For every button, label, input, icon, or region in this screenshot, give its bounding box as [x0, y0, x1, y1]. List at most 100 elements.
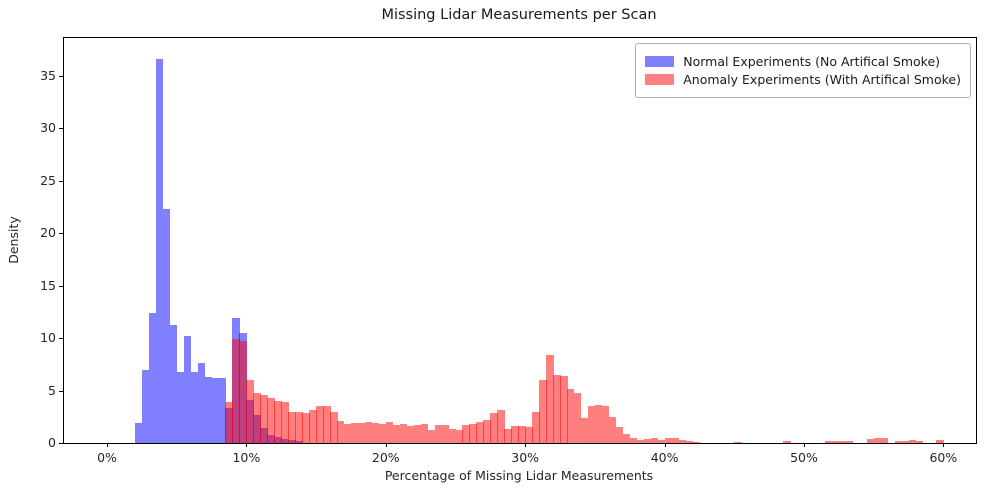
- histogram-bar-anomaly: [657, 439, 666, 443]
- histogram-bar-normal: [190, 371, 199, 443]
- histogram-bar-anomaly: [580, 417, 589, 443]
- legend-label-normal: Normal Experiments (No Artifical Smoke): [683, 54, 941, 69]
- histogram-bar-anomaly: [253, 392, 261, 443]
- chart-title: Missing Lidar Measurements per Scan: [381, 7, 657, 23]
- y-tick: [59, 128, 63, 130]
- histogram-bar-normal: [204, 376, 213, 443]
- x-tick: [246, 443, 248, 447]
- histogram-bar-anomaly: [323, 406, 331, 443]
- x-tick-label: 10%: [232, 450, 261, 465]
- legend-item-anomaly: Anomaly Experiments (With Artifical Smok…: [645, 72, 961, 87]
- y-axis-label: Density: [6, 216, 21, 264]
- x-tick: [385, 443, 387, 447]
- histogram-bar-anomaly: [483, 419, 491, 443]
- histogram-bar-anomaly: [629, 437, 638, 443]
- histogram-bar-anomaly: [239, 341, 247, 443]
- y-tick: [59, 75, 63, 77]
- x-axis-label: Percentage of Missing Lidar Measurements: [384, 468, 654, 483]
- histogram-bar-normal: [176, 371, 185, 443]
- histogram-layer: [64, 38, 976, 443]
- histogram-bar-anomaly: [734, 441, 742, 443]
- histogram-bar-normal: [211, 377, 220, 443]
- histogram-bar-anomaly: [936, 440, 944, 443]
- histogram-bar-anomaly: [260, 394, 268, 443]
- x-tick-label: 40%: [650, 450, 679, 465]
- histogram-bar-anomaly: [685, 441, 693, 443]
- histogram-bar-anomaly: [399, 424, 408, 443]
- y-tick: [59, 285, 63, 287]
- plot-area: 0% 10% 20% 30% 40% 50% 60% 0 5 10 15 20 25 30 35 Norma…: [40, 37, 977, 465]
- histogram-bar-anomaly: [274, 401, 282, 443]
- histogram-bar-anomaly: [643, 438, 652, 443]
- y-tick-label: 15: [40, 277, 56, 293]
- y-tick-label: 0: [48, 435, 56, 450]
- histogram-bar-anomaly: [866, 439, 875, 443]
- histogram-bar-anomaly: [504, 429, 512, 443]
- histogram-bar-anomaly: [692, 441, 700, 443]
- histogram-bar-anomaly: [316, 406, 324, 443]
- histogram-bar-anomaly: [636, 439, 645, 443]
- histogram-bar-anomaly: [330, 411, 338, 443]
- histogram-bar-normal: [155, 58, 164, 443]
- histogram-bar-anomaly: [385, 422, 394, 443]
- histogram-bar-anomaly: [873, 437, 882, 443]
- histogram-bar-anomaly: [267, 397, 275, 443]
- x-tick: [943, 443, 945, 447]
- legend-swatch-red: [645, 74, 675, 85]
- histogram-bar-anomaly: [518, 426, 526, 443]
- histogram-bar-normal: [134, 423, 143, 443]
- histogram-bar-normal: [141, 369, 150, 443]
- histogram-bar-anomaly: [392, 425, 401, 443]
- histogram-bar-anomaly: [420, 424, 429, 443]
- histogram-bar-anomaly: [309, 410, 317, 443]
- histogram-bar-anomaly: [573, 392, 582, 443]
- legend-swatch-blue: [645, 56, 675, 67]
- histogram-bar-anomaly: [901, 440, 910, 443]
- histogram-bar-anomaly: [608, 416, 617, 443]
- histogram-bar-anomaly: [343, 424, 352, 443]
- histogram-bar-anomaly: [664, 438, 673, 443]
- histogram-bar-normal: [183, 335, 192, 443]
- histogram-bar-anomaly: [511, 426, 519, 443]
- histogram-bar-normal: [218, 377, 226, 443]
- histogram-bar-anomaly: [539, 380, 547, 443]
- y-tick: [59, 338, 63, 340]
- histogram-bar-normal: [162, 208, 171, 443]
- x-tick: [525, 443, 527, 447]
- x-tick-label: 60%: [929, 450, 958, 465]
- histogram-bar-anomaly: [246, 380, 254, 443]
- histogram-bar-normal: [148, 312, 157, 443]
- histogram-bar-anomaly: [434, 425, 443, 443]
- histogram-bar-anomaly: [587, 406, 596, 443]
- histogram-bar-anomaly: [622, 433, 631, 443]
- histogram-bar-anomaly: [350, 423, 359, 443]
- histogram-bar-anomaly: [476, 422, 484, 443]
- histogram-bar-anomaly: [371, 423, 380, 443]
- histogram-bar-anomaly: [525, 427, 533, 443]
- histogram-bar-anomaly: [845, 441, 854, 443]
- x-tick: [664, 443, 666, 447]
- histogram-bar-anomaly: [880, 438, 889, 443]
- y-tick: [59, 390, 63, 392]
- y-tick-label: 25: [40, 172, 56, 188]
- legend-item-normal: Normal Experiments (No Artifical Smoke): [645, 54, 961, 69]
- histogram-bar-anomaly: [567, 389, 575, 443]
- histogram-bar-anomaly: [406, 426, 415, 443]
- y-tick: [59, 180, 63, 182]
- histogram-bar-anomaly: [915, 441, 923, 443]
- histogram-bar-anomaly: [295, 411, 303, 443]
- y-tick: [59, 443, 63, 444]
- x-tick: [107, 443, 108, 447]
- histogram-bar-anomaly: [448, 428, 456, 443]
- legend-label-anomaly: Anomaly Experiments (With Artifical Smok…: [683, 72, 961, 87]
- histogram-bar-anomaly: [232, 339, 240, 443]
- x-tick-label: 30%: [511, 450, 540, 465]
- histogram-bar-anomaly: [824, 441, 833, 443]
- y-tick-label: 20: [40, 225, 56, 241]
- histogram-bar-anomaly: [783, 440, 791, 443]
- histogram-bar-anomaly: [427, 429, 436, 443]
- y-tick: [59, 233, 63, 235]
- histogram-bar-anomaly: [497, 410, 505, 443]
- histogram-bar-anomaly: [462, 425, 470, 443]
